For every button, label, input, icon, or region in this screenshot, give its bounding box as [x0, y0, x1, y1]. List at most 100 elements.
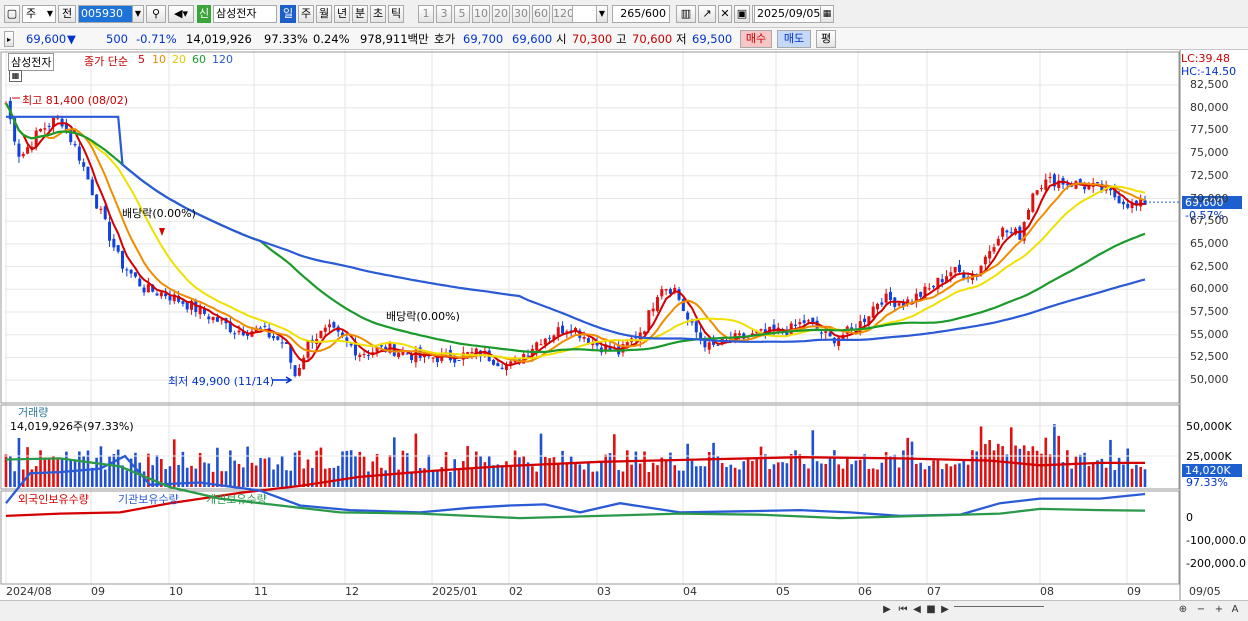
candle-body: [1118, 196, 1121, 203]
candle-body: [1126, 204, 1129, 208]
stock-name[interactable]: 삼성전자: [213, 5, 277, 23]
volume-bar: [415, 434, 418, 487]
ma-60: 60: [192, 53, 206, 66]
volume-bar: [781, 462, 784, 487]
volume-bar: [850, 464, 853, 487]
volume-bar: [669, 453, 672, 487]
quote-toggle-icon[interactable]: ▸: [4, 31, 14, 47]
volume-bar: [777, 462, 780, 487]
calendar-icon[interactable]: ▦: [820, 5, 834, 23]
date-input[interactable]: 2025/09/05: [754, 5, 824, 23]
ask-label: 호가: [434, 31, 455, 47]
period-tab-2[interactable]: 월: [316, 5, 332, 23]
interval-button-10[interactable]: 10: [472, 5, 490, 23]
volume-bar: [26, 447, 29, 487]
price-tick: 62,500: [1190, 260, 1229, 273]
volume-bar: [932, 460, 935, 487]
candle-body: [26, 147, 29, 153]
volume-bar: [682, 471, 685, 487]
bar-count-input[interactable]: 265/600: [612, 5, 670, 23]
chart-canvas[interactable]: [0, 50, 1248, 600]
volume-bar: [773, 464, 776, 487]
candle-type-icon[interactable]: ▥: [676, 5, 696, 23]
candle-body: [345, 337, 348, 341]
volume-bar: [717, 456, 720, 487]
candle-body: [686, 313, 689, 320]
zoom-out-icon[interactable]: −: [1194, 603, 1208, 617]
candle-body: [1005, 230, 1008, 232]
candle-body: [147, 284, 150, 292]
interval-button-3[interactable]: 3: [436, 5, 452, 23]
zoom-icon[interactable]: ⊕: [1176, 603, 1190, 617]
volume-bar: [617, 470, 620, 487]
volume-bar: [540, 434, 543, 487]
period-tab-4[interactable]: 분: [352, 5, 368, 23]
sell-button[interactable]: 매도: [777, 30, 811, 48]
volume-bar: [639, 464, 642, 487]
table-icon[interactable]: ▦: [9, 70, 22, 82]
price-tick: 55,000: [1190, 328, 1229, 341]
period-tab-6[interactable]: 틱: [388, 5, 404, 23]
chevron-down-icon: ▼: [47, 6, 53, 22]
interval-button-120[interactable]: 120: [552, 5, 574, 23]
volume-bar: [393, 437, 396, 487]
price-tick: 57,500: [1190, 305, 1229, 318]
volume-bar: [941, 469, 944, 487]
jeon-button[interactable]: 전: [58, 5, 76, 23]
volume-bar: [337, 466, 340, 487]
volume-bar: [730, 465, 733, 487]
stop-icon[interactable]: ■: [924, 603, 938, 617]
volume-bar: [859, 460, 862, 487]
period-tab-3[interactable]: 년: [334, 5, 350, 23]
draw-tool-icon[interactable]: ↗: [698, 5, 716, 23]
interval-button-60[interactable]: 60: [532, 5, 550, 23]
volume-bar: [799, 454, 802, 487]
period-tab-5[interactable]: 초: [370, 5, 386, 23]
period-tab-0[interactable]: 일: [280, 5, 296, 23]
time-scroll-slider[interactable]: [954, 606, 1044, 612]
prev-icon[interactable]: ◀: [910, 603, 924, 617]
candle-body: [885, 294, 888, 303]
volume-bar: [570, 457, 573, 487]
play-icon[interactable]: ▶: [938, 603, 952, 617]
interval-dropdown-icon[interactable]: ▼: [596, 5, 608, 23]
volume-bar: [31, 469, 34, 487]
speaker-icon[interactable]: ◀▾: [168, 5, 194, 23]
search-icon[interactable]: ⚲: [146, 5, 166, 23]
scroll-right-icon[interactable]: ▶: [880, 603, 894, 617]
candle-body: [738, 333, 741, 335]
price-tick: 50,000: [1190, 373, 1229, 386]
period-tab-1[interactable]: 주: [298, 5, 314, 23]
market-select[interactable]: 주 ▼: [22, 5, 56, 23]
save-icon[interactable]: ▣: [734, 5, 750, 23]
candle-body: [78, 147, 81, 161]
candle-body: [492, 360, 495, 365]
crosshair-icon[interactable]: ✕: [718, 5, 732, 23]
window-menu-icon[interactable]: ▢: [4, 5, 20, 23]
first-icon[interactable]: ⏮: [896, 603, 910, 617]
candle-body: [233, 333, 236, 334]
volume-bar: [652, 463, 655, 487]
volume-bar: [410, 472, 413, 487]
zoom-in-icon[interactable]: +: [1212, 603, 1226, 617]
eval-button[interactable]: 평: [816, 30, 836, 48]
code-dropdown-icon[interactable]: ▼: [132, 5, 144, 23]
interval-button-20[interactable]: 20: [492, 5, 510, 23]
price-tick: 65,000: [1190, 237, 1229, 250]
volume-bar: [535, 472, 538, 487]
candle-body: [86, 167, 89, 180]
interval-button-30[interactable]: 30: [512, 5, 530, 23]
volume-ratio: 97.33%: [264, 31, 308, 47]
candle-body: [276, 336, 279, 339]
volume-bar: [747, 457, 750, 487]
buy-button[interactable]: 매수: [740, 30, 772, 48]
candle-body: [48, 126, 51, 127]
candle-body: [544, 339, 547, 345]
dividend-note-1: 배당락(0.00%): [122, 205, 196, 221]
font-icon[interactable]: A: [1228, 603, 1242, 617]
holdings-tick-100k: -100,000.0: [1186, 534, 1246, 547]
stock-tag: 삼성전자: [8, 53, 54, 71]
interval-button-1[interactable]: 1: [418, 5, 434, 23]
interval-button-5[interactable]: 5: [454, 5, 470, 23]
volume-bar: [648, 472, 651, 487]
